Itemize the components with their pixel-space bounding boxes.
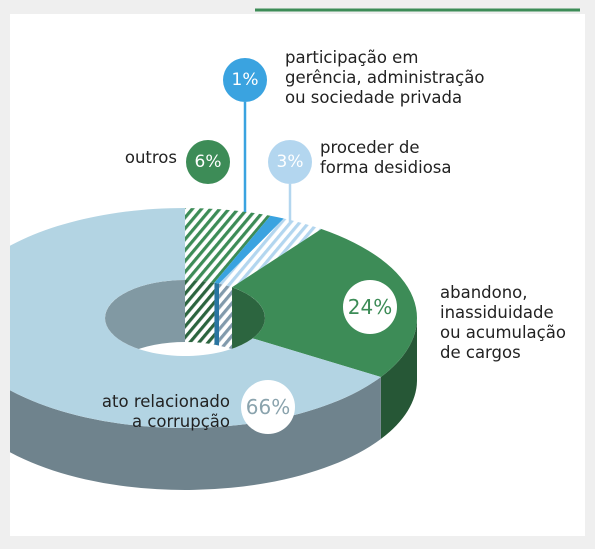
value-label: 66% <box>246 395 290 419</box>
value-badge <box>343 280 397 334</box>
slice-side <box>10 376 381 490</box>
category-label: ato relacionado a corrupção <box>101 392 230 431</box>
value-badge <box>223 58 267 102</box>
value-label: 6% <box>195 152 222 172</box>
hole <box>105 280 265 356</box>
value-badge <box>186 140 230 184</box>
slice <box>214 215 284 284</box>
category-label: proceder de forma desidiosa <box>320 138 452 177</box>
slice-inner-wall <box>185 280 215 345</box>
value-label: 24% <box>348 295 392 319</box>
category-label: abandono, inassiduidade ou acumulação de… <box>440 283 566 362</box>
slice-inner-wall <box>214 282 220 346</box>
slice-inner-wall <box>105 280 185 356</box>
category-label: participação em gerência, administração … <box>285 48 485 107</box>
value-label: 1% <box>232 70 259 90</box>
slice-inner-wall <box>232 287 265 356</box>
value-label: 3% <box>277 152 304 172</box>
donut <box>10 208 417 490</box>
slice <box>219 218 322 288</box>
slice <box>185 208 271 283</box>
slice-side <box>380 318 417 439</box>
slice-inner-wall <box>219 283 233 350</box>
annotations: 6% 1% 3% 24% 66% <box>186 58 397 434</box>
value-badge <box>241 380 295 434</box>
slice <box>232 229 417 377</box>
category-label: outros <box>124 148 177 167</box>
slice <box>10 208 381 428</box>
value-badge <box>268 140 312 184</box>
